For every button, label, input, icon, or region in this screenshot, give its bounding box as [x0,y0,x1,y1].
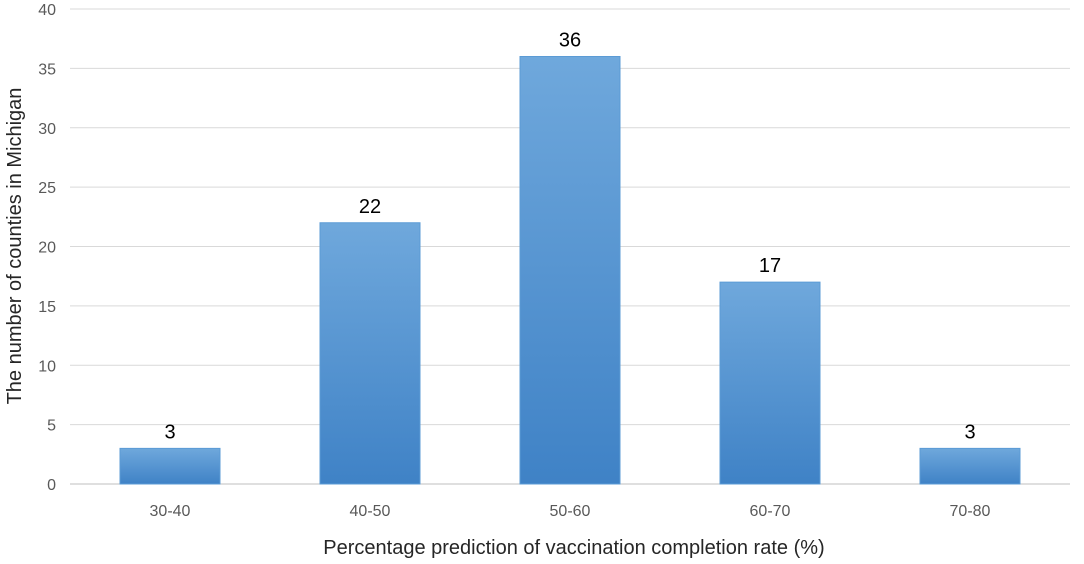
y-tick-label: 30 [38,121,56,138]
bar-60-70 [719,281,821,485]
bar-40-50 [319,222,421,485]
y-tick-label: 0 [47,477,56,494]
x-tick-label: 30-40 [150,503,191,520]
data-labels: 3 22 36 17 3 [164,30,975,444]
data-label: 3 [964,421,975,443]
data-label: 36 [559,30,581,52]
bar-30-40 [119,447,221,485]
bar-70-80 [919,447,1021,485]
x-axis-ticks: 30-40 40-50 50-60 60-70 70-80 [150,503,991,520]
y-tick-label: 20 [38,240,56,257]
y-tick-label: 15 [38,299,56,316]
y-tick-label: 25 [38,180,56,197]
x-tick-label: 40-50 [350,503,391,520]
bar-50-60 [519,56,621,485]
data-label: 22 [359,196,381,218]
y-axis-ticks: 0 5 10 15 20 25 30 35 40 [38,2,56,494]
data-label: 17 [759,255,781,277]
y-tick-label: 40 [38,2,56,19]
x-tick-label: 60-70 [750,503,791,520]
y-axis-title: The number of counties in Michigan [4,88,26,405]
x-axis-title: Percentage prediction of vaccination com… [323,537,824,559]
y-tick-label: 10 [38,358,56,375]
bars [119,56,1021,485]
x-tick-label: 50-60 [550,503,591,520]
y-tick-label: 35 [38,61,56,78]
y-tick-label: 5 [47,418,56,435]
data-label: 3 [164,421,175,443]
x-tick-label: 70-80 [950,503,991,520]
